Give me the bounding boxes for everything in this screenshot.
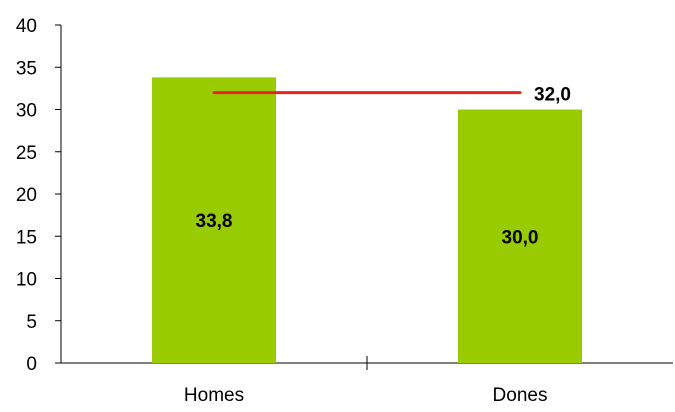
y-tick-label: 0 <box>26 354 37 375</box>
y-tick-label: 35 <box>16 58 37 79</box>
reference-line-group: 32,0 <box>212 85 571 106</box>
x-category-label: Homes <box>184 385 244 406</box>
y-tick-label: 10 <box>16 270 37 291</box>
bar-data-label: 30,0 <box>502 227 539 248</box>
x-axis: Homes Dones <box>61 356 673 406</box>
y-axis: 0 5 10 15 20 25 30 35 40 <box>16 16 62 375</box>
y-tick-label: 20 <box>16 185 37 206</box>
bar-data-label: 33,8 <box>196 211 233 232</box>
y-tick-label: 25 <box>16 143 37 164</box>
reference-line-label: 32,0 <box>534 85 571 106</box>
bars: 33,8 30,0 <box>152 77 582 363</box>
y-tick-label: 40 <box>16 16 37 37</box>
x-category-label: Dones <box>493 385 548 406</box>
y-tick-label: 30 <box>16 101 37 122</box>
y-tick-label: 15 <box>16 227 37 248</box>
bar-dones <box>458 109 582 363</box>
y-tick-label: 5 <box>26 312 37 333</box>
bar-homes <box>152 77 276 363</box>
